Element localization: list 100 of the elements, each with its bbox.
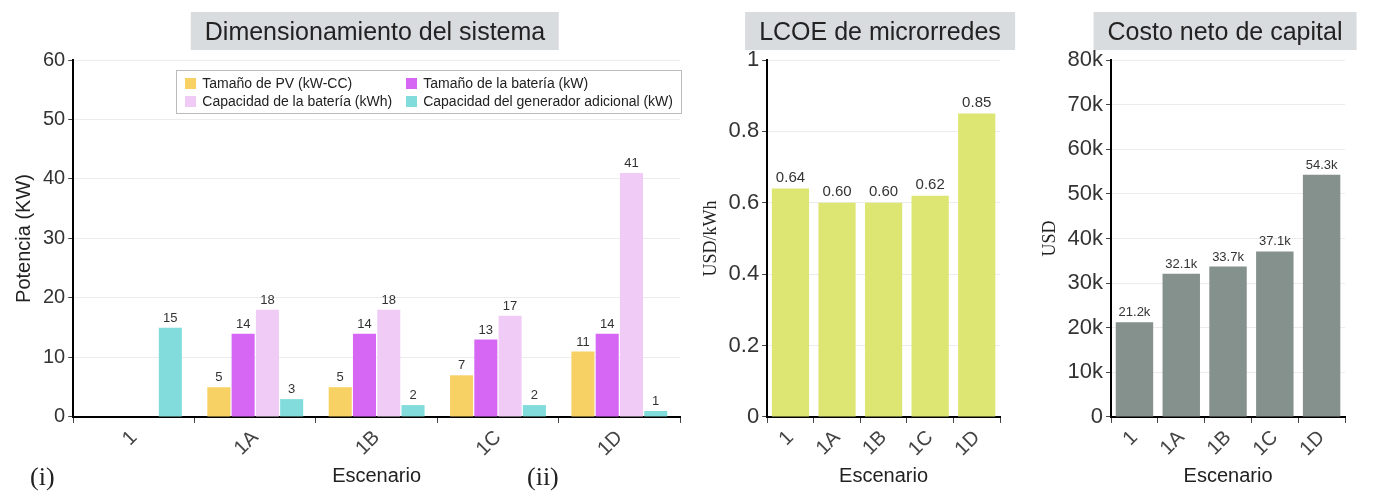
chart-title: Costo neto de capital <box>1107 17 1343 45</box>
x-tick-label: 1D <box>592 425 627 460</box>
bar <box>207 387 231 417</box>
data-label: 21.2k <box>1118 304 1151 320</box>
bar <box>771 188 810 417</box>
bar <box>450 375 474 417</box>
chart-title: Dimensionamiento del sistema <box>190 12 560 50</box>
legend-label: Tamaño de PV (kW-CC) <box>202 75 353 91</box>
bar <box>1209 266 1247 417</box>
data-label: 0.62 <box>915 175 945 193</box>
x-axis-title: Escenario <box>839 463 929 486</box>
data-label: 2 <box>530 387 538 403</box>
bar <box>255 309 279 417</box>
y-tick-label: 30k <box>1067 269 1105 295</box>
y-tick-label: 0.8 <box>728 117 760 143</box>
data-label: 18 <box>381 291 396 307</box>
x-tick-label: 1A <box>1155 425 1189 459</box>
text: (i) <box>30 462 55 492</box>
bar <box>498 315 522 417</box>
y-tick-label: 1 <box>746 46 760 72</box>
data-label: 0.60 <box>868 182 899 200</box>
bar <box>474 339 498 417</box>
legend-label: Capacidad del generador adicional (kW) <box>423 93 673 109</box>
y-tick-label: 10 <box>43 344 66 367</box>
bar <box>958 113 996 417</box>
data-label: 14 <box>235 315 251 331</box>
data-label: 0.85 <box>962 93 992 111</box>
y-axis-title: USD <box>1038 220 1059 257</box>
data-label: 5 <box>215 369 223 385</box>
data-label: 5 <box>336 369 344 385</box>
data-label: 0.64 <box>775 168 806 186</box>
y-tick-label: 0 <box>746 403 760 429</box>
data-label: 18 <box>260 291 275 307</box>
y-tick-label: 80k <box>1067 46 1105 72</box>
data-label: 7 <box>457 357 466 373</box>
x-tick-label: 1C <box>1247 425 1282 460</box>
x-tick-label: 1 <box>117 425 141 450</box>
y-tick-label: 20k <box>1067 313 1105 339</box>
y-tick-label: 20 <box>43 285 66 308</box>
bar <box>818 202 856 417</box>
y-tick-label: 10k <box>1067 358 1105 384</box>
legend-label: Tamaño de la batería (kW) <box>423 75 589 91</box>
data-label: 3 <box>288 381 296 397</box>
data-label: 54.3k <box>1305 156 1338 172</box>
y-tick-label: 50 <box>43 107 66 130</box>
y-tick-label: 0 <box>1090 403 1104 429</box>
bar <box>1302 174 1341 417</box>
x-tick-label: 1 <box>1117 425 1142 450</box>
data-label: 14 <box>599 315 615 331</box>
bar <box>1256 251 1294 417</box>
y-tick-label: 30 <box>43 225 66 248</box>
x-axis-title: Escenario <box>1183 463 1273 486</box>
bar <box>864 202 903 417</box>
data-label: 14 <box>357 315 372 331</box>
bar <box>1162 273 1200 417</box>
y-axis-title: Potencia (KW) <box>11 174 34 303</box>
x-tick-label: 1A <box>810 425 845 459</box>
x-tick-label: 1A <box>229 425 263 459</box>
bar <box>377 309 401 417</box>
x-tick-label: 1B <box>857 425 891 459</box>
x-tick-label: 1 <box>773 425 798 450</box>
bar <box>231 333 255 417</box>
data-label: 1 <box>652 393 660 409</box>
bar <box>328 387 352 417</box>
y-tick-label: 0.2 <box>728 331 760 357</box>
x-tick-label: 1D <box>1294 425 1329 460</box>
x-tick-label: 1B <box>350 425 384 459</box>
chart-title: LCOE de microrredes <box>759 17 1001 45</box>
bar <box>595 333 619 417</box>
bar <box>911 195 949 417</box>
text: (ii) <box>527 462 559 492</box>
data-label: 15 <box>163 309 178 325</box>
y-axis-title: USD/kWh <box>699 200 720 277</box>
bar <box>644 411 668 417</box>
bar <box>401 405 425 417</box>
bar <box>352 333 377 417</box>
x-tick-label: 1C <box>471 425 505 460</box>
data-label: 41 <box>624 155 639 171</box>
y-tick-label: 60 <box>43 47 66 70</box>
bar <box>280 399 304 417</box>
y-tick-label: 70k <box>1067 90 1105 116</box>
bar <box>158 327 182 417</box>
data-label: 11 <box>576 333 590 349</box>
y-tick-label: 60k <box>1067 135 1105 161</box>
x-tick-label: 1C <box>903 425 937 460</box>
x-tick-label: 1D <box>949 425 984 460</box>
bar <box>1115 322 1154 417</box>
x-tick-label: 1B <box>1201 425 1235 459</box>
y-tick-label: 0.4 <box>728 260 760 286</box>
data-label: 17 <box>502 297 518 313</box>
y-tick-label: 50k <box>1067 179 1105 205</box>
y-tick-label: 40k <box>1067 224 1105 250</box>
legend-label: Capacidad de la batería (kWh) <box>202 93 393 109</box>
data-label: 0.60 <box>822 182 852 200</box>
y-tick-label: 0 <box>54 404 66 427</box>
y-tick-label: 40 <box>43 166 66 189</box>
bar <box>522 405 546 417</box>
x-axis-title: Escenario <box>332 463 422 486</box>
data-label: 37.1k <box>1258 233 1292 249</box>
data-label: 13 <box>478 321 494 337</box>
